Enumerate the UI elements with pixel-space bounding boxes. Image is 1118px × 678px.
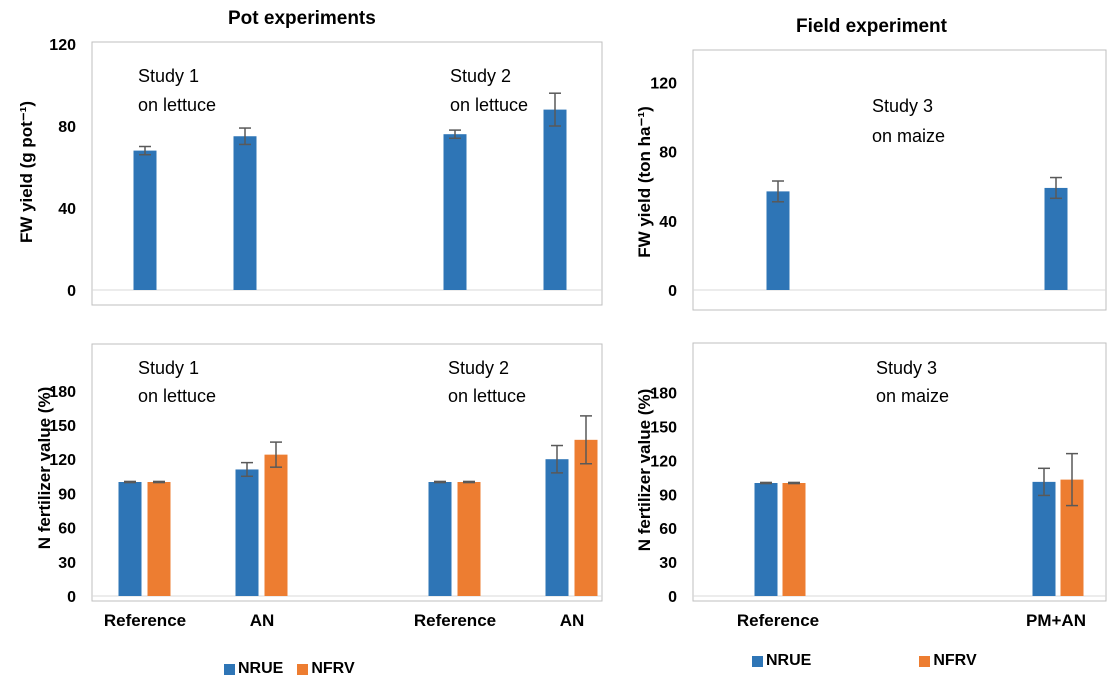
y-axis-label: N fertilizer value (%) [635,389,654,552]
y-tick-label: 180 [49,384,76,401]
y-tick-label: 120 [650,75,677,92]
field-experiment-heading: Field experiment [796,16,947,37]
x-tick-label: Reference [737,611,819,630]
bar-nrue [1032,481,1056,596]
y-tick-label: 80 [659,145,677,162]
y-tick-label: 180 [650,386,677,403]
pot-legend: NRUE NFRV [224,660,355,678]
bar-nrue [766,191,790,290]
y-tick-label: 90 [659,487,677,504]
y-tick-label: 120 [49,452,76,469]
bar-nrue [428,482,452,596]
field-legend: NRUE NFRV [752,652,977,670]
bar-nfrv [457,482,481,596]
y-axis-label: FW yield (g pot⁻¹) [17,101,36,243]
study-annotation: on maize [872,126,945,146]
chart-frame [692,342,1107,602]
legend-item-nrue: NRUE [224,660,283,678]
y-tick-label: 60 [659,521,677,538]
legend-label-nfrv: NFRV [933,652,977,669]
y-axis-label: N fertilizer value (%) [35,387,54,550]
y-tick-label: 150 [650,420,677,437]
legend-item-nfrv: NFRV [919,652,977,670]
y-tick-label: 120 [49,37,76,54]
bar-nrue [545,459,569,596]
y-axis-label: FW yield (ton ha⁻¹) [635,106,654,258]
legend-label-nrue: NRUE [766,652,812,669]
bar-nrue [235,469,259,596]
study-annotation: on lettuce [448,386,526,406]
x-tick-label: AN [560,611,585,630]
y-tick-label: 80 [58,119,76,136]
bar-nrue [443,134,467,290]
study-annotation: on lettuce [138,386,216,406]
bar-nrue [1044,187,1068,290]
study-annotation: Study 3 [872,96,933,116]
study-annotation: on lettuce [138,95,216,115]
chart-field-yield: 0 40 80 120 FW yield (ton ha⁻¹) Study 3 on mai… [635,49,1107,311]
bar-nfrv [147,482,171,596]
legend-item-nfrv: NFRV [297,660,355,678]
y-tick-label: 0 [668,589,677,606]
legend-swatch-nfrv [297,663,309,675]
chart-frame [91,41,603,306]
legend-label-nrue: NRUE [238,660,284,677]
y-tick-label: 30 [659,555,677,572]
y-tick-label: 120 [650,453,677,470]
study-annotation: Study 1 [138,358,199,378]
bar-nrue [118,482,142,596]
chart-frame [692,49,1107,311]
study-annotation: Study 3 [876,358,937,378]
legend-label-nfrv: NFRV [311,660,355,677]
study-annotation: Study 2 [450,66,511,86]
y-tick-label: 0 [668,283,677,300]
legend-swatch-nrue [224,663,235,675]
study-annotation: Study 1 [138,66,199,86]
y-tick-label: 0 [67,283,76,300]
legend-swatch-nfrv [919,655,931,667]
y-tick-label: 60 [58,521,76,538]
y-tick-label: 150 [49,418,76,435]
y-tick-label: 30 [58,555,76,572]
y-tick-label: 40 [58,201,76,218]
legend-swatch-nrue [752,655,763,667]
legend-item-nrue: NRUE [752,652,811,670]
study-annotation: on lettuce [450,95,528,115]
bar-nrue [543,109,567,290]
bar-nrue [133,150,157,290]
bar-nfrv [782,483,806,596]
bar-nfrv [1060,479,1084,596]
chart-pot-yield: 0 40 80 120 FW yield (g pot⁻¹) Study 1 on lett… [17,37,603,306]
bar-nfrv [574,439,598,596]
y-tick-label: 40 [659,214,677,231]
x-tick-label: Reference [414,611,496,630]
x-tick-label: Reference [104,611,186,630]
chart-frame [91,343,603,602]
x-tick-label: PM+AN [1026,611,1086,630]
y-tick-label: 0 [67,589,76,606]
study-annotation: Study 2 [448,358,509,378]
bar-nfrv [264,454,288,596]
y-tick-label: 90 [58,486,76,503]
study-annotation: on maize [876,386,949,406]
pot-experiments-heading: Pot experiments [228,8,376,29]
x-tick-label: AN [250,611,275,630]
bar-nrue [233,136,257,290]
bar-nrue [754,483,778,596]
